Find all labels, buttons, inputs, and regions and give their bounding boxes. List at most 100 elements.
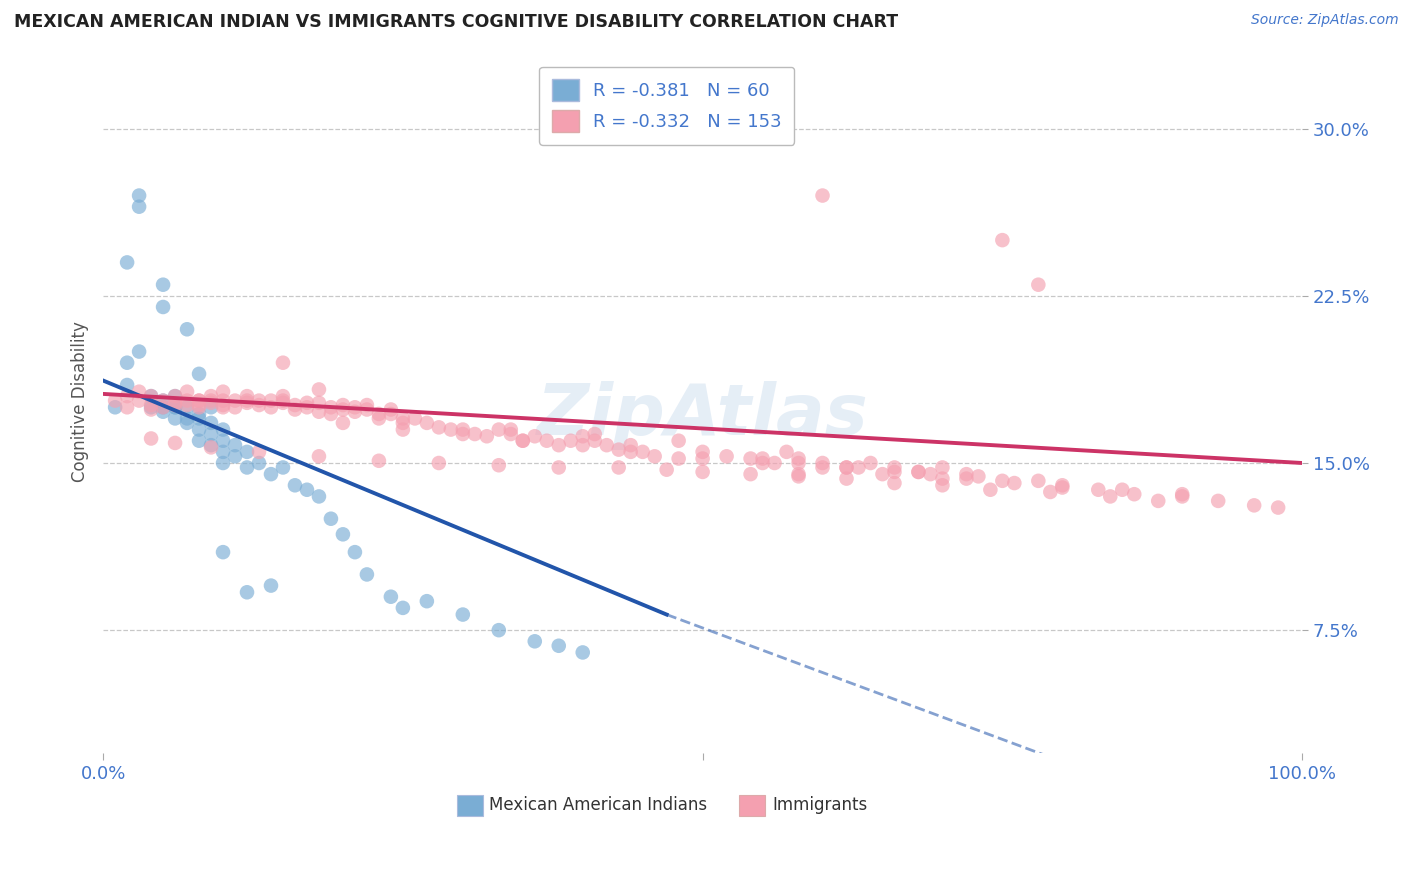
Point	[523, 429, 546, 443]
Point	[872, 467, 894, 482]
Point	[176, 416, 198, 430]
Point	[787, 467, 810, 482]
Point	[668, 451, 690, 466]
Point	[343, 401, 366, 415]
Point	[139, 389, 162, 403]
Point	[284, 398, 307, 412]
Point	[224, 438, 246, 452]
Point	[967, 469, 990, 483]
Point	[392, 600, 415, 615]
Point	[152, 401, 174, 415]
Point	[1171, 490, 1194, 504]
Point	[607, 442, 630, 457]
Point	[644, 450, 666, 464]
Point	[115, 255, 138, 269]
Point	[835, 472, 858, 486]
Point	[152, 393, 174, 408]
Point	[104, 401, 127, 415]
Point	[200, 396, 222, 410]
Point	[188, 393, 211, 408]
Point	[188, 434, 211, 448]
Point	[165, 389, 187, 403]
Point	[692, 465, 714, 479]
Text: ZipAtlas: ZipAtlas	[537, 381, 869, 450]
Point	[200, 393, 222, 408]
Point	[547, 438, 569, 452]
FancyBboxPatch shape	[738, 795, 765, 816]
Point	[247, 445, 270, 459]
Point	[1147, 494, 1170, 508]
Point	[380, 590, 402, 604]
Point	[883, 476, 905, 491]
Point	[1087, 483, 1109, 497]
Point	[367, 411, 389, 425]
FancyBboxPatch shape	[457, 795, 484, 816]
Point	[188, 401, 211, 415]
Point	[763, 456, 786, 470]
Point	[104, 393, 127, 408]
Point	[1206, 494, 1229, 508]
Point	[139, 402, 162, 417]
Point	[1171, 487, 1194, 501]
Point	[787, 451, 810, 466]
Point	[247, 398, 270, 412]
Point	[139, 401, 162, 415]
Point	[475, 429, 498, 443]
Point	[139, 398, 162, 412]
Point	[392, 411, 415, 425]
Point	[512, 434, 534, 448]
Point	[848, 460, 870, 475]
Point	[271, 389, 294, 403]
Point	[547, 460, 569, 475]
Point	[152, 300, 174, 314]
Point	[1111, 483, 1133, 497]
Point	[165, 411, 187, 425]
Point	[332, 402, 354, 417]
Point	[139, 389, 162, 403]
Point	[247, 456, 270, 470]
Point	[212, 445, 235, 459]
Point	[392, 423, 415, 437]
Point	[380, 407, 402, 421]
Point	[212, 545, 235, 559]
Point	[1002, 476, 1025, 491]
Point	[128, 393, 150, 408]
Point	[332, 398, 354, 412]
Point	[811, 456, 834, 470]
Point	[152, 393, 174, 408]
Point	[596, 438, 619, 452]
Point	[571, 645, 593, 659]
Point	[740, 467, 762, 482]
Point	[451, 607, 474, 622]
Point	[165, 398, 187, 412]
Point	[620, 445, 643, 459]
Point	[356, 567, 378, 582]
Point	[811, 460, 834, 475]
Point	[1123, 487, 1146, 501]
Point	[668, 434, 690, 448]
Point	[236, 585, 259, 599]
Point	[991, 233, 1014, 247]
Point	[284, 478, 307, 492]
Point	[1028, 474, 1050, 488]
Point	[200, 438, 222, 452]
Point	[332, 416, 354, 430]
Point	[692, 445, 714, 459]
Point	[427, 420, 450, 434]
Point	[955, 472, 977, 486]
Point	[308, 405, 330, 419]
Point	[128, 384, 150, 399]
Point	[165, 401, 187, 415]
Point	[343, 405, 366, 419]
Point	[236, 389, 259, 403]
Point	[859, 456, 882, 470]
Point	[907, 465, 929, 479]
Point	[212, 384, 235, 399]
Point	[740, 451, 762, 466]
Point	[451, 427, 474, 442]
Point	[907, 465, 929, 479]
Point	[332, 527, 354, 541]
Text: Source: ZipAtlas.com: Source: ZipAtlas.com	[1251, 13, 1399, 28]
Point	[260, 401, 283, 415]
Point	[787, 456, 810, 470]
